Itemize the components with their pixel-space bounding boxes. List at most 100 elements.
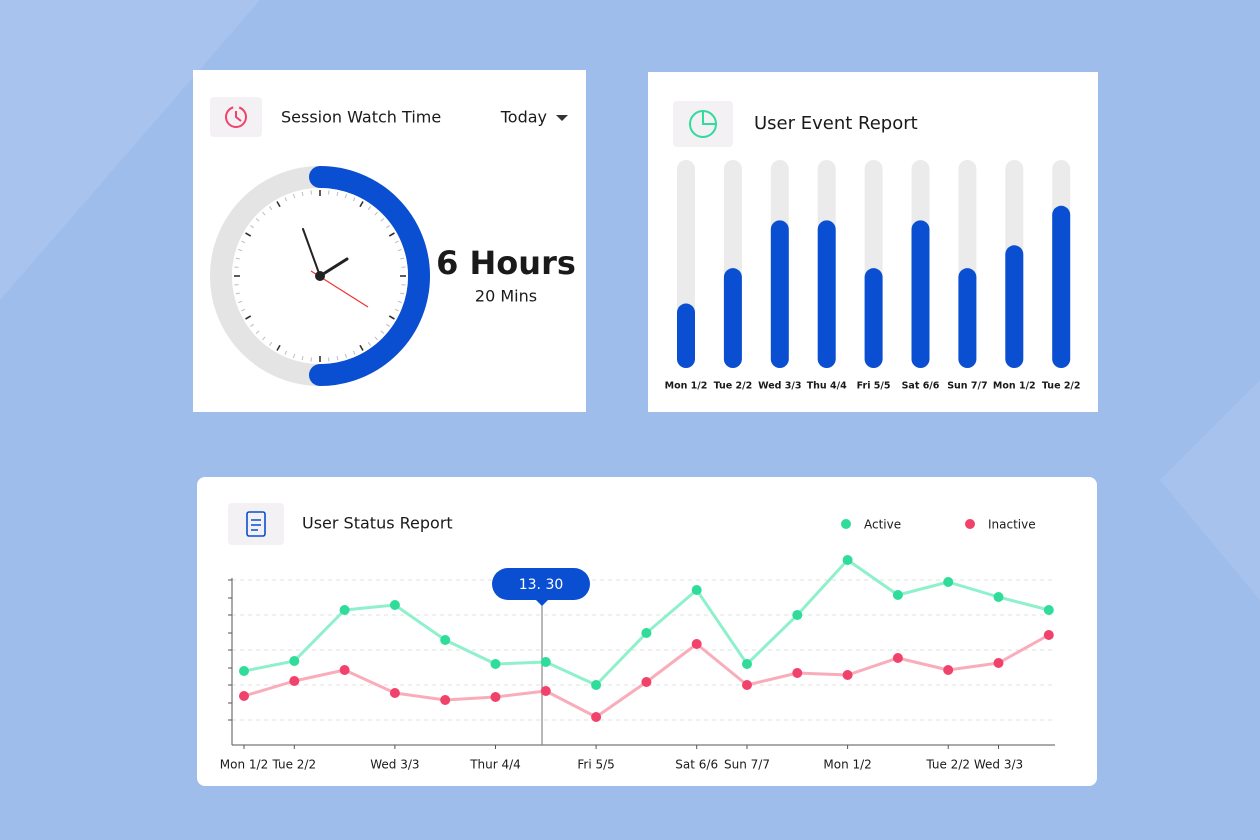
tooltip-label: 13. 30: [519, 577, 564, 593]
x-tick-label: Mon 1/2: [993, 381, 1036, 392]
data-point: [892, 653, 903, 663]
data-point: [993, 592, 1004, 602]
filter-dropdown[interactable]: Today: [500, 108, 547, 127]
bar: [677, 303, 695, 368]
event-icon: [702, 111, 716, 125]
session-icon: [235, 111, 242, 122]
clock-pin: [315, 271, 325, 281]
clock-tick: [336, 356, 339, 361]
data-point: [641, 677, 652, 687]
x-tick-label: Wed 3/3: [758, 381, 801, 392]
clock-tick: [344, 353, 348, 358]
x-tick-label: Sun 7/7: [724, 758, 770, 772]
tooltip-pointer: [535, 599, 549, 606]
x-tick-label: Tue 2/2: [714, 381, 753, 392]
session-title: Session Watch Time: [281, 108, 441, 127]
clock-tick: [344, 194, 348, 199]
data-point: [842, 555, 853, 565]
clock-tick: [336, 191, 339, 196]
clock-tick: [359, 344, 364, 351]
bar: [1005, 245, 1024, 368]
clock-tick: [388, 315, 395, 320]
minute-hand: [302, 228, 321, 277]
background-shape: [1160, 380, 1260, 600]
clock-tick: [284, 197, 288, 202]
data-point: [842, 670, 853, 680]
bar: [770, 220, 789, 368]
x-tick-label: Sat 6/6: [902, 381, 940, 392]
data-point: [440, 695, 451, 705]
clock-tick: [292, 353, 296, 358]
clock-tick: [238, 248, 243, 252]
data-point: [490, 692, 501, 702]
clock-tick: [301, 356, 304, 361]
x-tick-label: Fri 5/5: [857, 381, 891, 392]
tooltip: [492, 568, 590, 600]
clock-tick: [241, 308, 246, 312]
clock-tick: [380, 330, 385, 334]
legend-label: Active: [864, 518, 901, 532]
x-tick-label: Thur 4/4: [469, 758, 521, 772]
clock-tick: [238, 300, 243, 304]
data-point: [892, 590, 903, 600]
data-point: [792, 668, 803, 678]
data-point: [1043, 630, 1054, 640]
data-point: [490, 659, 501, 669]
clock-tick: [276, 344, 281, 351]
bar: [723, 268, 742, 368]
data-point: [289, 656, 300, 666]
clock-tick: [388, 232, 395, 237]
data-point: [742, 659, 752, 669]
clock-tick: [301, 191, 304, 196]
clock-tick: [400, 292, 405, 295]
clock-tick: [374, 211, 378, 216]
legend-marker: [965, 519, 975, 529]
x-tick-label: Thu 4/4: [807, 381, 847, 392]
bar: [958, 268, 977, 368]
data-point: [641, 628, 652, 638]
dropdown-caret[interactable]: [556, 115, 568, 121]
x-tick-label: Tue 2/2: [925, 758, 970, 772]
clock-progress: [309, 166, 430, 386]
clock-tick: [397, 248, 402, 252]
data-point: [943, 577, 954, 587]
status-icon: [251, 519, 261, 531]
data-point: [591, 680, 602, 690]
bar: [1052, 205, 1071, 368]
clock-tick: [235, 292, 240, 295]
clock-tick: [386, 323, 390, 327]
clock-tick: [374, 336, 378, 341]
clock-tick: [386, 225, 390, 229]
clock-tick: [276, 201, 281, 208]
clock-tick: [292, 194, 296, 199]
bar: [864, 268, 883, 368]
legend-label: Inactive: [988, 518, 1036, 532]
clock-tick: [250, 225, 254, 229]
bar: [911, 220, 930, 368]
data-point: [540, 686, 551, 696]
data-point: [691, 639, 702, 649]
clock-tick: [394, 240, 399, 244]
clock-tick: [255, 330, 260, 334]
data-point: [691, 585, 702, 595]
clock-tick: [245, 315, 252, 320]
bar: [817, 220, 836, 368]
data-point: [792, 610, 803, 620]
data-point: [540, 657, 551, 667]
data-point: [339, 665, 350, 675]
clock-tick: [235, 257, 240, 260]
x-tick-label: Mon 1/2: [220, 758, 268, 772]
data-point: [993, 658, 1004, 668]
status-icon: [246, 511, 266, 537]
clock-tick: [380, 218, 385, 222]
clock-tick: [262, 211, 266, 216]
clock-tick: [367, 206, 371, 210]
status-title: User Status Report: [302, 514, 453, 533]
x-tick-label: Tue 2/2: [271, 758, 316, 772]
x-tick-label: Mon 1/2: [823, 758, 871, 772]
x-tick-label: Wed 3/3: [974, 758, 1023, 772]
x-tick-label: Wed 3/3: [370, 758, 419, 772]
clock-tick: [269, 206, 273, 210]
session-icon: [225, 106, 247, 128]
